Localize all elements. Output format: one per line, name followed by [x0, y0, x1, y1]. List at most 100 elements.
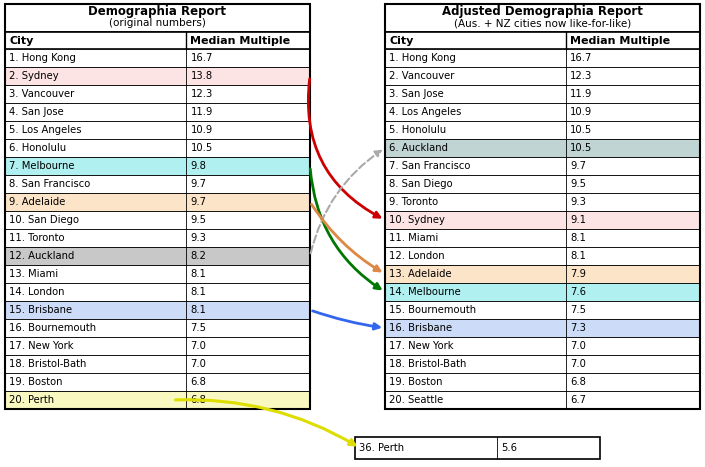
Bar — [385, 193, 700, 211]
Text: 9. Toronto: 9. Toronto — [389, 197, 438, 207]
Bar — [5, 319, 310, 337]
Text: 8.1: 8.1 — [190, 305, 207, 315]
Text: 15. Brisbane: 15. Brisbane — [9, 305, 72, 315]
Text: 7.3: 7.3 — [570, 323, 586, 333]
Text: 12.3: 12.3 — [570, 71, 592, 81]
Text: 10.5: 10.5 — [570, 143, 592, 153]
Text: 20. Seattle: 20. Seattle — [389, 395, 443, 405]
Bar — [385, 67, 700, 85]
Text: 14. London: 14. London — [9, 287, 64, 297]
Text: City: City — [9, 35, 33, 45]
Bar — [385, 85, 700, 103]
Text: 8. San Francisco: 8. San Francisco — [9, 179, 90, 189]
Bar — [385, 265, 700, 283]
Bar — [385, 337, 700, 355]
Text: 4. San Jose: 4. San Jose — [9, 107, 63, 117]
Text: 8.1: 8.1 — [190, 287, 207, 297]
Bar — [385, 229, 700, 247]
Text: 5. Honolulu: 5. Honolulu — [389, 125, 446, 135]
Bar — [385, 4, 700, 32]
Text: 10. San Diego: 10. San Diego — [9, 215, 79, 225]
Text: 12. Auckland: 12. Auckland — [9, 251, 74, 261]
Text: 7. Melbourne: 7. Melbourne — [9, 161, 75, 171]
Text: 9.3: 9.3 — [190, 233, 207, 243]
Bar — [385, 247, 700, 265]
Bar — [5, 283, 310, 301]
Text: 7.9: 7.9 — [570, 269, 586, 279]
Text: 15. Bournemouth: 15. Bournemouth — [389, 305, 476, 315]
Text: 7. San Francisco: 7. San Francisco — [389, 161, 470, 171]
Text: 6. Auckland: 6. Auckland — [389, 143, 448, 153]
Bar — [5, 85, 310, 103]
Text: 10.5: 10.5 — [570, 125, 592, 135]
Text: 13. Adelaide: 13. Adelaide — [389, 269, 452, 279]
Text: 17. New York: 17. New York — [9, 341, 73, 351]
Text: 16. Bournemouth: 16. Bournemouth — [9, 323, 96, 333]
Text: 36. Perth: 36. Perth — [359, 443, 404, 453]
Bar — [385, 103, 700, 121]
Text: 9.5: 9.5 — [190, 215, 207, 225]
Text: 9.7: 9.7 — [190, 179, 207, 189]
Bar — [5, 391, 310, 409]
Text: Median Multiple: Median Multiple — [190, 35, 290, 45]
Text: 10. Sydney: 10. Sydney — [389, 215, 445, 225]
Bar — [5, 355, 310, 373]
Bar — [355, 437, 600, 459]
Text: Median Multiple: Median Multiple — [570, 35, 670, 45]
Bar — [5, 103, 310, 121]
Text: (original numbers): (original numbers) — [109, 18, 206, 28]
Text: 5.6: 5.6 — [501, 443, 517, 453]
Text: 18. Bristol-Bath: 18. Bristol-Bath — [9, 359, 87, 369]
Bar — [385, 301, 700, 319]
Bar — [385, 4, 700, 409]
Bar — [5, 67, 310, 85]
Bar — [5, 265, 310, 283]
Bar — [385, 373, 700, 391]
Text: 2. Vancouver: 2. Vancouver — [389, 71, 455, 81]
Bar — [5, 32, 310, 49]
Text: 9.5: 9.5 — [570, 179, 586, 189]
Text: Demographia Report: Demographia Report — [89, 5, 226, 17]
Bar — [5, 301, 310, 319]
Bar — [5, 211, 310, 229]
Text: 7.0: 7.0 — [190, 341, 207, 351]
Text: 12. London: 12. London — [389, 251, 445, 261]
Text: 9.8: 9.8 — [190, 161, 207, 171]
Text: 8.2: 8.2 — [190, 251, 207, 261]
Bar — [385, 121, 700, 139]
Bar — [385, 211, 700, 229]
Text: 7.0: 7.0 — [570, 341, 586, 351]
Text: 5. Los Angeles: 5. Los Angeles — [9, 125, 82, 135]
Bar — [5, 4, 310, 32]
Text: 19. Boston: 19. Boston — [389, 377, 443, 387]
Text: 13. Miami: 13. Miami — [9, 269, 58, 279]
Text: 8.1: 8.1 — [570, 233, 586, 243]
Text: 10.9: 10.9 — [190, 125, 213, 135]
Bar — [5, 139, 310, 157]
Text: 11. Miami: 11. Miami — [389, 233, 439, 243]
Text: 6.8: 6.8 — [570, 377, 586, 387]
Bar — [5, 229, 310, 247]
Bar — [385, 32, 700, 49]
Text: 1. Hong Kong: 1. Hong Kong — [389, 53, 456, 63]
Text: 9.3: 9.3 — [570, 197, 586, 207]
Text: 7.6: 7.6 — [570, 287, 586, 297]
Text: 16. Brisbane: 16. Brisbane — [389, 323, 452, 333]
Bar — [385, 319, 700, 337]
Bar — [385, 355, 700, 373]
Text: 9.1: 9.1 — [570, 215, 586, 225]
Text: 3. San Jose: 3. San Jose — [389, 89, 443, 99]
Text: 20. Perth: 20. Perth — [9, 395, 54, 405]
Bar — [5, 121, 310, 139]
Text: 6.7: 6.7 — [570, 395, 586, 405]
Text: 3. Vancouver: 3. Vancouver — [9, 89, 74, 99]
Bar — [385, 175, 700, 193]
Text: 7.0: 7.0 — [190, 359, 207, 369]
Bar — [5, 4, 310, 409]
Bar — [5, 175, 310, 193]
Text: 6. Honolulu: 6. Honolulu — [9, 143, 66, 153]
Bar — [385, 283, 700, 301]
Text: 4. Los Angeles: 4. Los Angeles — [389, 107, 461, 117]
Text: 12.3: 12.3 — [190, 89, 213, 99]
Text: 13.8: 13.8 — [190, 71, 213, 81]
